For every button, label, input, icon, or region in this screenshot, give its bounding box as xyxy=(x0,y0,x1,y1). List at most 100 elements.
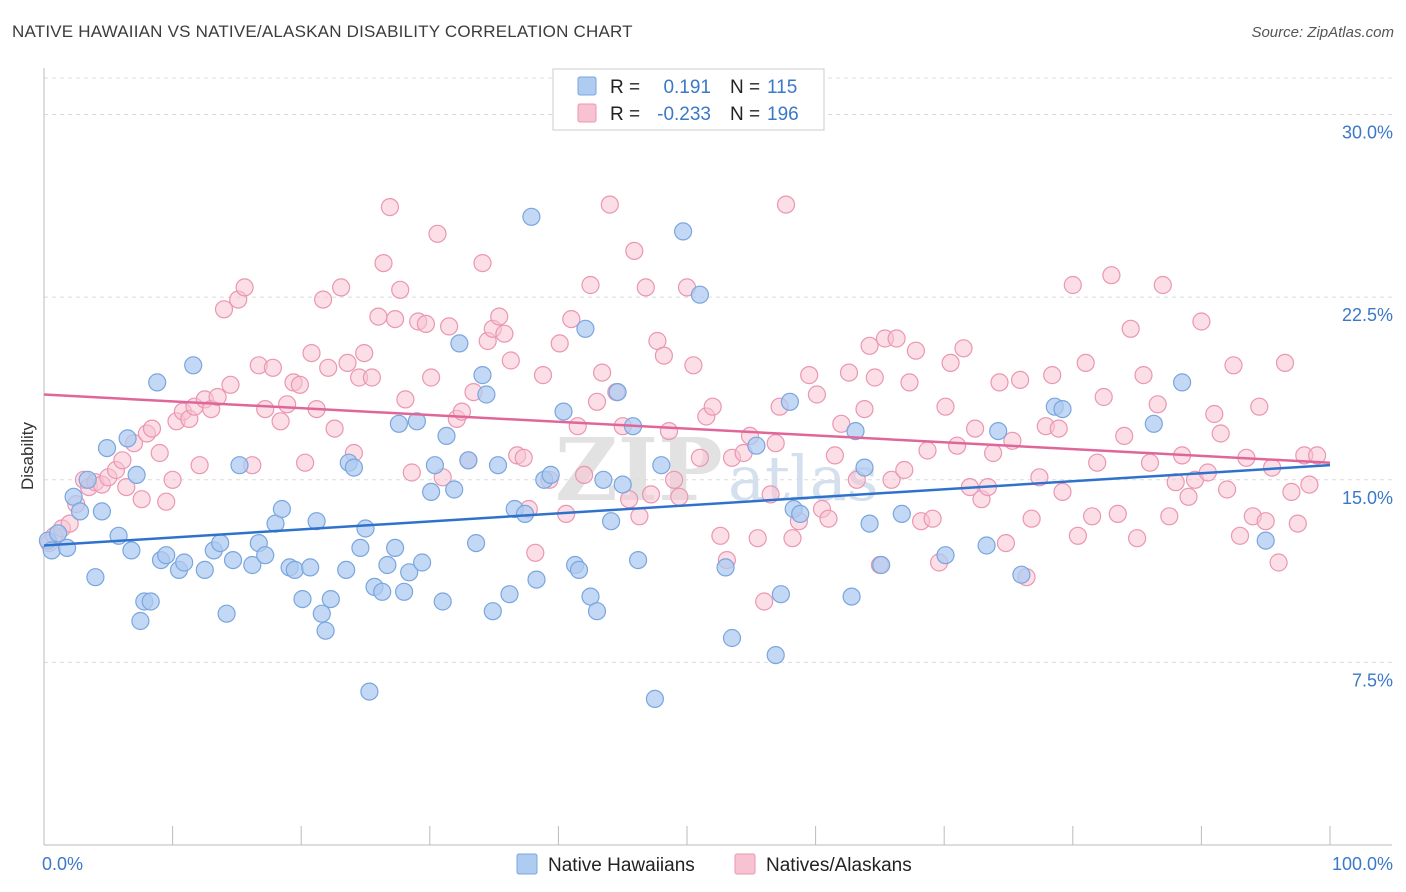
stats-r-value-pink: -0.233 xyxy=(657,104,711,125)
data-point xyxy=(574,465,594,484)
data-point xyxy=(332,278,351,297)
data-point xyxy=(1053,482,1072,501)
data-point xyxy=(118,429,137,448)
data-point xyxy=(175,553,194,572)
data-point xyxy=(541,465,560,484)
data-point xyxy=(1043,366,1062,385)
data-point xyxy=(860,336,879,355)
data-point xyxy=(748,529,767,548)
data-point xyxy=(380,198,399,217)
data-point xyxy=(157,546,176,565)
data-point xyxy=(990,373,1009,392)
data-point xyxy=(214,300,234,319)
data-point xyxy=(755,592,774,611)
data-point xyxy=(302,344,321,363)
data-point xyxy=(659,422,679,441)
data-point xyxy=(217,604,236,623)
data-point xyxy=(791,504,810,524)
stats-n-label-pink: N = xyxy=(730,104,760,125)
native-hawaiians-points xyxy=(38,207,1275,709)
data-point xyxy=(766,434,785,453)
data-point xyxy=(554,402,573,421)
data-point xyxy=(488,456,508,475)
data-point xyxy=(594,470,613,489)
data-point xyxy=(892,504,911,524)
data-point xyxy=(211,533,230,553)
data-point xyxy=(1205,404,1224,424)
data-point xyxy=(314,290,333,309)
data-point xyxy=(344,458,363,477)
data-point xyxy=(356,519,375,538)
data-point xyxy=(1192,312,1211,331)
data-point xyxy=(148,373,167,392)
data-point xyxy=(800,366,819,385)
data-point xyxy=(459,451,478,470)
data-point xyxy=(1144,414,1163,433)
data-point xyxy=(1172,373,1192,392)
data-point xyxy=(141,592,160,611)
data-point xyxy=(338,353,357,372)
data-point xyxy=(293,589,312,609)
data-point xyxy=(1053,400,1072,419)
data-point xyxy=(1115,426,1134,445)
legend-label-native-hawaiians: Native Hawaiians xyxy=(548,855,695,876)
stats-n-value-pink: 196 xyxy=(767,104,799,125)
data-point xyxy=(1211,424,1230,443)
data-point xyxy=(965,419,985,438)
data-point xyxy=(652,456,671,475)
data-point xyxy=(1288,514,1307,533)
data-point xyxy=(954,339,973,358)
data-point xyxy=(351,538,370,558)
data-point xyxy=(92,502,112,521)
stats-legend-box: R = 0.191 N = 115 R = -0.233 N = 196 xyxy=(552,68,825,131)
stats-swatch-pink xyxy=(577,103,597,123)
data-point xyxy=(70,502,90,521)
data-point xyxy=(846,422,865,441)
data-point xyxy=(132,490,151,509)
data-point xyxy=(996,533,1016,553)
data-point xyxy=(413,553,432,572)
data-point xyxy=(271,412,290,431)
data-point xyxy=(312,604,331,623)
data-point xyxy=(587,392,607,411)
data-point xyxy=(1307,446,1327,465)
data-point xyxy=(936,546,955,565)
trend-line-blue xyxy=(43,463,1331,547)
data-point xyxy=(117,478,136,497)
data-point xyxy=(1148,395,1167,414)
data-point xyxy=(1088,453,1107,472)
data-point xyxy=(670,487,689,506)
data-point xyxy=(690,285,710,304)
data-point xyxy=(1256,512,1275,531)
data-point xyxy=(1282,482,1301,501)
data-point xyxy=(1256,531,1275,550)
trend-line-pink xyxy=(43,393,1331,464)
data-point xyxy=(1269,553,1288,572)
data-point xyxy=(807,385,827,404)
data-point xyxy=(389,414,408,433)
data-point xyxy=(60,514,79,533)
data-point xyxy=(526,543,545,562)
data-point xyxy=(895,460,914,480)
data-point xyxy=(195,560,214,580)
data-point xyxy=(48,524,68,543)
data-point xyxy=(628,550,648,570)
legend-swatch-blue xyxy=(516,853,538,875)
data-point xyxy=(113,451,132,470)
data-point xyxy=(1300,475,1319,494)
data-point xyxy=(766,645,785,665)
data-point xyxy=(613,475,632,494)
y-tick-label: 22.5% xyxy=(1342,305,1393,325)
data-point xyxy=(1250,397,1269,416)
data-point xyxy=(673,222,693,241)
data-point xyxy=(57,538,77,558)
data-point xyxy=(855,458,874,477)
data-point xyxy=(208,387,227,407)
data-point xyxy=(865,368,884,387)
data-point xyxy=(636,278,655,297)
data-point xyxy=(428,224,447,243)
data-point xyxy=(391,280,410,299)
y-tick-label: 7.5% xyxy=(1352,670,1393,690)
data-point xyxy=(157,492,176,511)
